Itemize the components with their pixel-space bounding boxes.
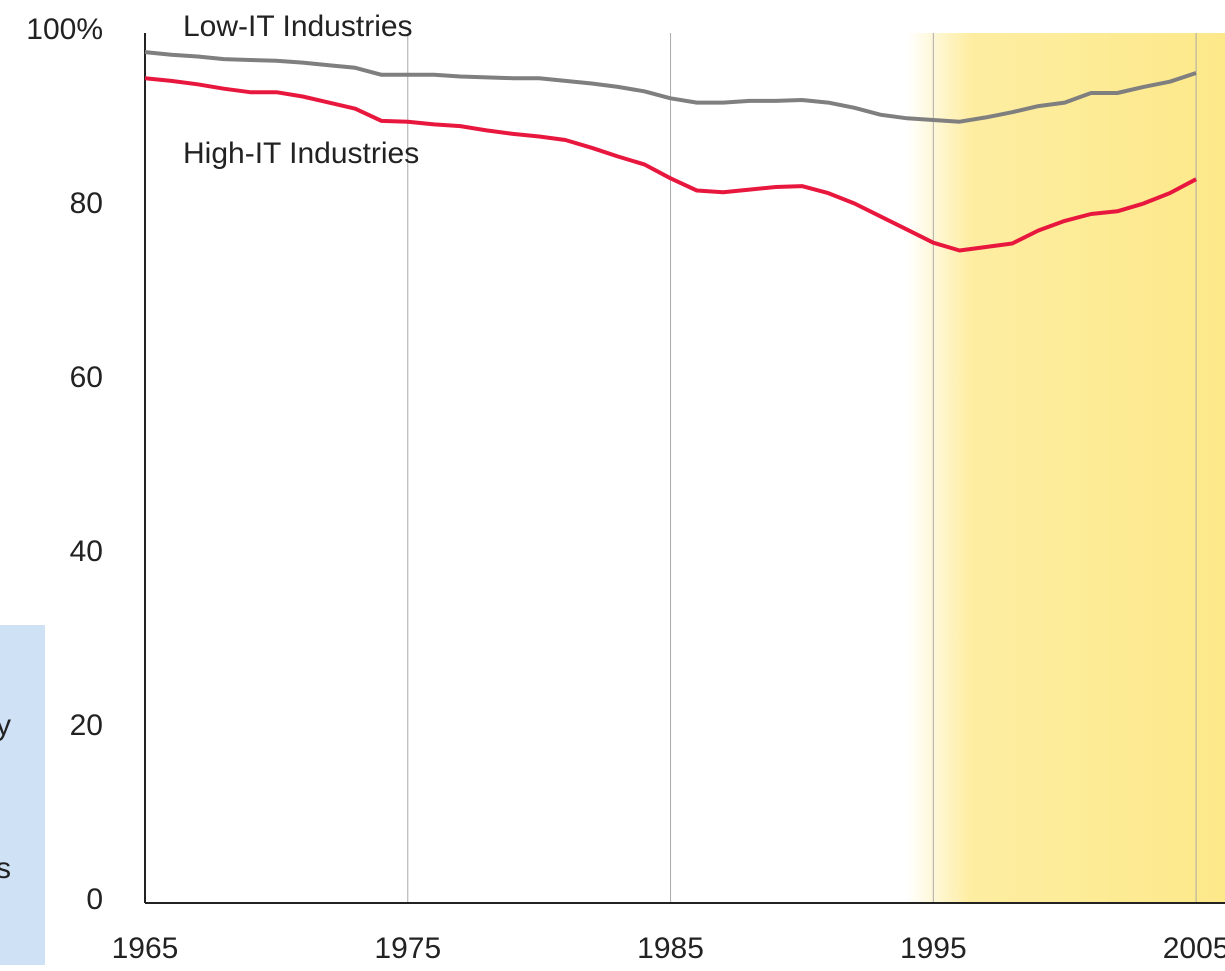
y-tick-label: 40 — [70, 535, 103, 568]
series-label: Low-IT Industries — [183, 10, 413, 43]
x-tick-label: 1995 — [900, 932, 967, 965]
x-tick-label: 1985 — [637, 932, 704, 965]
y-tick-label: 80 — [70, 187, 103, 220]
x-tick-label: 2005 — [1163, 932, 1225, 965]
series-label: High-IT Industries — [183, 137, 419, 170]
cropped-text: y — [0, 709, 11, 742]
line — [144, 76, 1198, 253]
side-panel — [0, 625, 45, 965]
x-tick-label: 1965 — [112, 932, 179, 965]
x-tick-label: 1975 — [374, 932, 441, 965]
cropped-text: s — [0, 852, 11, 885]
line — [144, 50, 1197, 124]
y-tick-label: 0 — [86, 883, 103, 916]
y-tick-label: 60 — [70, 361, 103, 394]
y-tick-label: 20 — [70, 709, 103, 742]
y-tick-label: 100% — [26, 13, 103, 46]
shaded-range — [907, 33, 1225, 903]
